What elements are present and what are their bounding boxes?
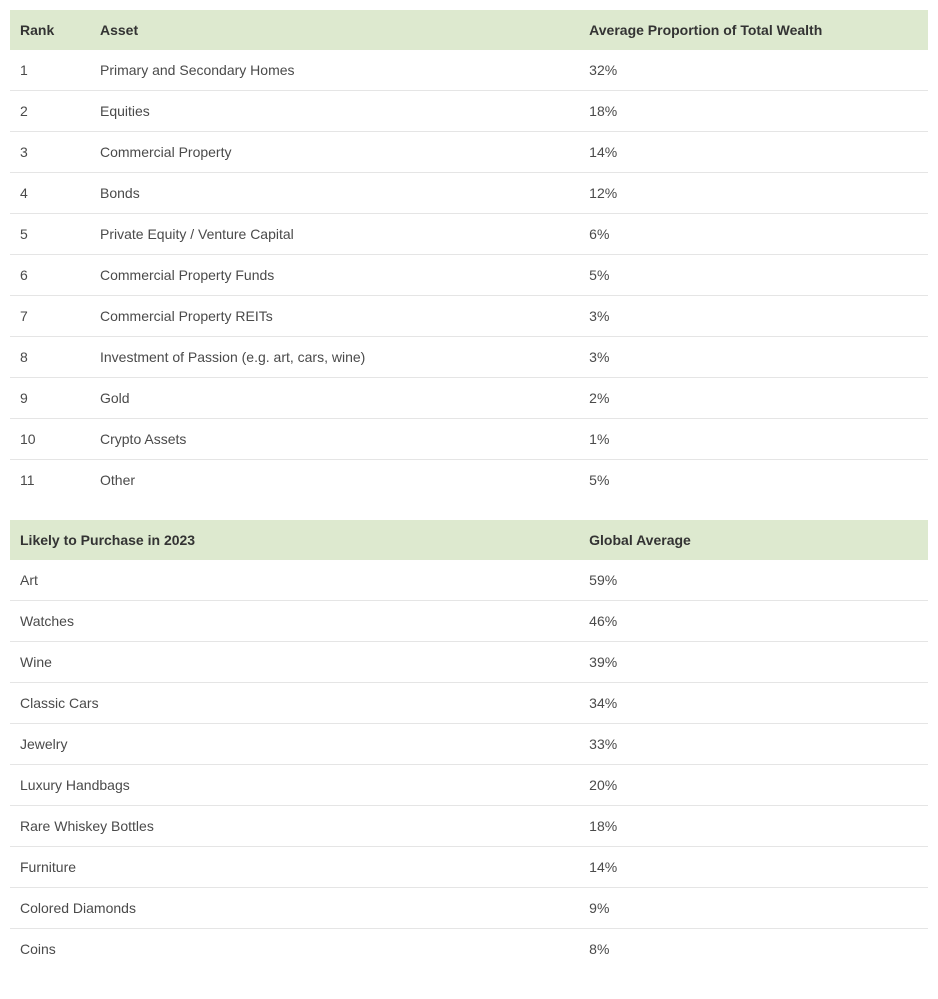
table-row: Watches46%: [10, 601, 928, 642]
table-row: 1Primary and Secondary Homes32%: [10, 50, 928, 91]
table-row: Coins8%: [10, 929, 928, 970]
cell-proportion: 5%: [579, 460, 928, 501]
header-global-avg: Global Average: [579, 520, 928, 560]
cell-proportion: 32%: [579, 50, 928, 91]
cell-avg: 39%: [579, 642, 928, 683]
table-row: 4Bonds12%: [10, 173, 928, 214]
cell-avg: 59%: [579, 560, 928, 601]
cell-avg: 14%: [579, 847, 928, 888]
cell-item: Classic Cars: [10, 683, 579, 724]
cell-proportion: 18%: [579, 91, 928, 132]
table-header-row: Rank Asset Average Proportion of Total W…: [10, 10, 928, 50]
cell-proportion: 12%: [579, 173, 928, 214]
table-row: Art59%: [10, 560, 928, 601]
table-row: Rare Whiskey Bottles18%: [10, 806, 928, 847]
cell-avg: 46%: [579, 601, 928, 642]
cell-rank: 1: [10, 50, 90, 91]
cell-proportion: 2%: [579, 378, 928, 419]
table1-body: 1Primary and Secondary Homes32%2Equities…: [10, 50, 928, 500]
table-row: 3Commercial Property14%: [10, 132, 928, 173]
cell-avg: 18%: [579, 806, 928, 847]
cell-item: Jewelry: [10, 724, 579, 765]
cell-asset: Primary and Secondary Homes: [90, 50, 579, 91]
table-header-row: Likely to Purchase in 2023 Global Averag…: [10, 520, 928, 560]
cell-asset: Bonds: [90, 173, 579, 214]
table-row: 5Private Equity / Venture Capital6%: [10, 214, 928, 255]
cell-item: Art: [10, 560, 579, 601]
table-row: Luxury Handbags20%: [10, 765, 928, 806]
cell-item: Colored Diamonds: [10, 888, 579, 929]
table-row: Wine39%: [10, 642, 928, 683]
cell-asset: Commercial Property REITs: [90, 296, 579, 337]
cell-rank: 5: [10, 214, 90, 255]
table2-body: Art59%Watches46%Wine39%Classic Cars34%Je…: [10, 560, 928, 969]
cell-proportion: 5%: [579, 255, 928, 296]
table-row: 2Equities18%: [10, 91, 928, 132]
cell-asset: Commercial Property Funds: [90, 255, 579, 296]
header-asset: Asset: [90, 10, 579, 50]
cell-proportion: 1%: [579, 419, 928, 460]
cell-rank: 3: [10, 132, 90, 173]
cell-asset: Commercial Property: [90, 132, 579, 173]
table-row: 6Commercial Property Funds5%: [10, 255, 928, 296]
header-proportion: Average Proportion of Total Wealth: [579, 10, 928, 50]
cell-proportion: 3%: [579, 296, 928, 337]
wealth-allocation-table: Rank Asset Average Proportion of Total W…: [10, 10, 928, 500]
cell-item: Rare Whiskey Bottles: [10, 806, 579, 847]
table-row: 10Crypto Assets1%: [10, 419, 928, 460]
cell-proportion: 6%: [579, 214, 928, 255]
table-row: Classic Cars34%: [10, 683, 928, 724]
header-purchase: Likely to Purchase in 2023: [10, 520, 579, 560]
cell-rank: 7: [10, 296, 90, 337]
cell-item: Furniture: [10, 847, 579, 888]
table-row: Furniture14%: [10, 847, 928, 888]
table-row: 9Gold2%: [10, 378, 928, 419]
cell-proportion: 14%: [579, 132, 928, 173]
cell-asset: Investment of Passion (e.g. art, cars, w…: [90, 337, 579, 378]
cell-item: Watches: [10, 601, 579, 642]
purchase-intent-table: Likely to Purchase in 2023 Global Averag…: [10, 520, 928, 969]
table-row: 8Investment of Passion (e.g. art, cars, …: [10, 337, 928, 378]
cell-avg: 33%: [579, 724, 928, 765]
cell-rank: 8: [10, 337, 90, 378]
cell-item: Coins: [10, 929, 579, 970]
cell-avg: 9%: [579, 888, 928, 929]
cell-rank: 4: [10, 173, 90, 214]
table-row: 7Commercial Property REITs3%: [10, 296, 928, 337]
table-row: Jewelry33%: [10, 724, 928, 765]
cell-asset: Other: [90, 460, 579, 501]
cell-rank: 2: [10, 91, 90, 132]
cell-proportion: 3%: [579, 337, 928, 378]
cell-rank: 9: [10, 378, 90, 419]
cell-rank: 10: [10, 419, 90, 460]
cell-asset: Private Equity / Venture Capital: [90, 214, 579, 255]
cell-item: Wine: [10, 642, 579, 683]
cell-rank: 6: [10, 255, 90, 296]
cell-avg: 8%: [579, 929, 928, 970]
cell-asset: Gold: [90, 378, 579, 419]
cell-asset: Crypto Assets: [90, 419, 579, 460]
cell-rank: 11: [10, 460, 90, 501]
header-rank: Rank: [10, 10, 90, 50]
table-row: Colored Diamonds9%: [10, 888, 928, 929]
cell-avg: 34%: [579, 683, 928, 724]
cell-item: Luxury Handbags: [10, 765, 579, 806]
cell-avg: 20%: [579, 765, 928, 806]
table-row: 11Other5%: [10, 460, 928, 501]
cell-asset: Equities: [90, 91, 579, 132]
